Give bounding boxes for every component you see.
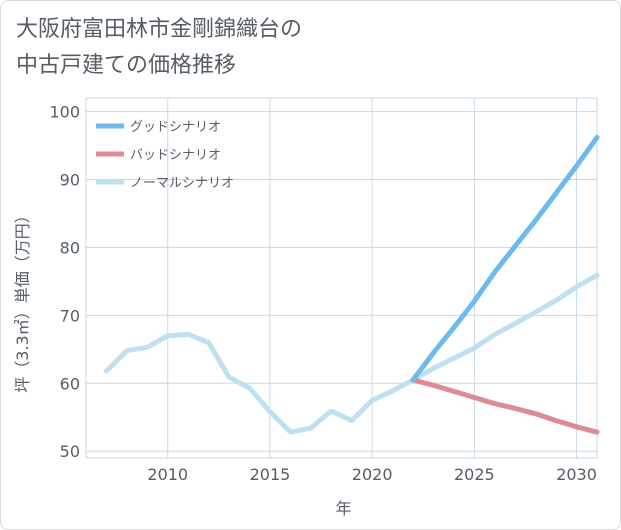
x-tick-label: 2030 — [556, 465, 597, 484]
y-tick-label: 70 — [60, 306, 80, 325]
y-tick-label: 50 — [60, 442, 80, 461]
chart-title: 大阪府富田林市金剛錦織台の 中古戸建ての価格推移 — [16, 12, 576, 84]
chart-title-line2: 中古戸建ての価格推移 — [16, 53, 237, 78]
legend-label-1: バッドシナリオ — [130, 148, 221, 163]
y-tick-label: 100 — [49, 103, 80, 122]
series-line-0 — [410, 134, 600, 383]
x-tick-label: 2015 — [250, 465, 291, 484]
series-line-1 — [410, 377, 600, 435]
y-tick-label: 80 — [60, 238, 80, 257]
x-tick-label: 2010 — [147, 465, 188, 484]
x-tick-label: 2025 — [454, 465, 495, 484]
series-line-2 — [103, 272, 600, 435]
y-axis-label: 坪（3.3㎡）単価（万円） — [13, 207, 32, 392]
x-axis-label: 年 — [335, 499, 351, 518]
chart-title-line1: 大阪府富田林市金剛錦織台の — [16, 17, 303, 42]
y-tick-label: 60 — [60, 374, 80, 393]
legend-label-2: ノーマルシナリオ — [130, 176, 234, 191]
x-tick-label: 2020 — [352, 465, 393, 484]
legend-label-0: グッドシナリオ — [130, 120, 221, 135]
y-tick-label: 90 — [60, 171, 80, 190]
